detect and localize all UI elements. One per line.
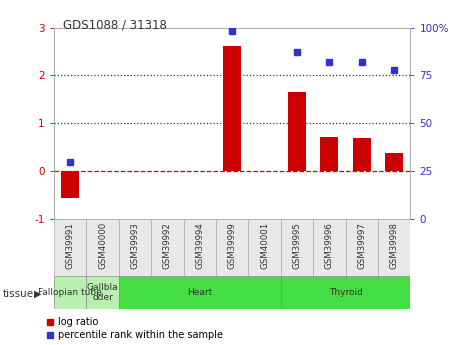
Bar: [346, 219, 378, 276]
Bar: [61, 171, 79, 198]
Text: GSM39992: GSM39992: [163, 222, 172, 269]
Bar: [151, 219, 183, 276]
Bar: [313, 219, 346, 276]
Text: GSM39999: GSM39999: [227, 222, 237, 269]
Text: GSM39997: GSM39997: [357, 222, 366, 269]
Bar: [320, 137, 338, 171]
Bar: [281, 276, 410, 309]
Text: GSM39993: GSM39993: [130, 222, 139, 269]
Text: GSM39995: GSM39995: [293, 222, 302, 269]
Text: Heart: Heart: [187, 288, 212, 297]
Legend: log ratio, percentile rank within the sample: log ratio, percentile rank within the sa…: [47, 317, 223, 340]
Bar: [281, 219, 313, 276]
Bar: [385, 153, 403, 171]
Bar: [378, 219, 410, 276]
Text: Thyroid: Thyroid: [329, 288, 363, 297]
Text: Gallbla
dder: Gallbla dder: [87, 283, 118, 302]
Text: GSM39991: GSM39991: [66, 222, 75, 269]
Bar: [119, 219, 151, 276]
Bar: [288, 92, 306, 171]
Bar: [86, 276, 119, 309]
Text: GSM39998: GSM39998: [390, 222, 399, 269]
Text: GSM39994: GSM39994: [195, 222, 204, 269]
Bar: [249, 219, 281, 276]
Bar: [216, 219, 249, 276]
Text: tissue: tissue: [2, 289, 33, 299]
Text: Fallopian tube: Fallopian tube: [38, 288, 102, 297]
Bar: [54, 219, 86, 276]
Text: GSM40000: GSM40000: [98, 222, 107, 269]
Text: ▶: ▶: [34, 289, 41, 299]
Bar: [86, 219, 119, 276]
Text: GSM40001: GSM40001: [260, 222, 269, 269]
Bar: [223, 46, 241, 171]
Bar: [353, 138, 371, 171]
Text: GSM39996: GSM39996: [325, 222, 334, 269]
Bar: [54, 276, 86, 309]
Bar: [183, 219, 216, 276]
Text: GDS1088 / 31318: GDS1088 / 31318: [63, 19, 167, 32]
Bar: [119, 276, 281, 309]
